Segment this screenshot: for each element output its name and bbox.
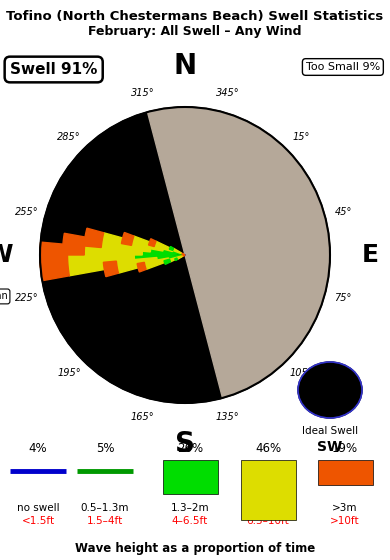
Text: 135°: 135° [216, 412, 239, 422]
Text: 195°: 195° [57, 368, 81, 378]
Text: 105°: 105° [289, 368, 313, 378]
Polygon shape [84, 228, 104, 248]
Polygon shape [40, 242, 68, 268]
Text: 45°: 45° [335, 207, 352, 217]
Text: 1.5–4ft: 1.5–4ft [87, 516, 123, 526]
Text: >10ft: >10ft [330, 516, 360, 526]
Polygon shape [181, 255, 185, 257]
Polygon shape [168, 256, 182, 261]
Text: 15°: 15° [292, 132, 310, 142]
Polygon shape [121, 232, 134, 245]
Text: N: N [174, 52, 197, 80]
Polygon shape [101, 233, 151, 252]
Polygon shape [183, 254, 185, 255]
Text: SW: SW [317, 440, 343, 454]
Polygon shape [103, 261, 119, 277]
Polygon shape [179, 255, 185, 256]
Polygon shape [40, 255, 69, 281]
Text: no swell: no swell [17, 503, 59, 513]
Text: 255°: 255° [15, 207, 39, 217]
Text: 6.5–10ft: 6.5–10ft [246, 516, 289, 526]
Polygon shape [172, 249, 183, 254]
Polygon shape [179, 254, 185, 255]
Polygon shape [137, 262, 146, 272]
Text: 225°: 225° [15, 293, 39, 304]
Text: 4%: 4% [29, 442, 47, 455]
Polygon shape [181, 255, 184, 256]
Text: 75°: 75° [335, 293, 352, 304]
Polygon shape [164, 259, 170, 264]
Polygon shape [144, 258, 169, 269]
Text: 26%: 26% [177, 442, 203, 455]
Text: 165°: 165° [131, 412, 154, 422]
Polygon shape [182, 255, 185, 256]
Polygon shape [173, 248, 181, 254]
Polygon shape [179, 255, 182, 256]
Polygon shape [172, 255, 179, 257]
Text: 0.5–1.3m: 0.5–1.3m [81, 503, 129, 513]
Polygon shape [67, 255, 135, 276]
Polygon shape [174, 253, 180, 255]
Polygon shape [180, 254, 185, 255]
Polygon shape [182, 254, 184, 255]
Polygon shape [150, 246, 177, 254]
Bar [163, 460, 218, 494]
Polygon shape [172, 254, 179, 256]
Polygon shape [181, 253, 185, 255]
Polygon shape [180, 253, 183, 255]
Polygon shape [182, 255, 185, 256]
Polygon shape [67, 245, 135, 265]
Polygon shape [163, 247, 180, 254]
Text: 345°: 345° [216, 88, 239, 99]
Text: 315°: 315° [131, 88, 154, 99]
Text: February: All Swell – Any Wind: February: All Swell – Any Wind [88, 25, 302, 38]
Bar [317, 460, 372, 485]
Polygon shape [134, 255, 172, 264]
Text: 4–6.5ft: 4–6.5ft [172, 516, 208, 526]
Polygon shape [149, 239, 156, 246]
Text: 5%: 5% [96, 442, 114, 455]
Text: Too Small 9%: Too Small 9% [306, 62, 380, 72]
Polygon shape [169, 246, 174, 250]
Polygon shape [154, 241, 173, 251]
Polygon shape [184, 254, 185, 255]
Text: 46%: 46% [255, 442, 281, 455]
Text: 1.3–2m: 1.3–2m [171, 503, 209, 513]
Polygon shape [131, 236, 164, 251]
Polygon shape [116, 258, 158, 273]
Text: Tofino (North Chestermans Beach) Swell Statistics: Tofino (North Chestermans Beach) Swell S… [6, 10, 384, 23]
Text: Swell 91%: Swell 91% [10, 62, 98, 77]
Text: 2–3m: 2–3m [254, 503, 282, 513]
Text: >3m: >3m [332, 503, 358, 513]
Ellipse shape [298, 362, 362, 418]
Polygon shape [84, 237, 143, 255]
Polygon shape [134, 250, 172, 259]
Text: <1.5ft: <1.5ft [21, 516, 55, 526]
Ellipse shape [40, 107, 330, 403]
Text: 285°: 285° [57, 132, 81, 142]
Text: Wave height as a proportion of time: Wave height as a proportion of time [75, 542, 315, 555]
Polygon shape [62, 234, 86, 255]
Text: S: S [175, 431, 195, 459]
Polygon shape [142, 248, 174, 255]
Polygon shape [177, 256, 183, 259]
Text: E: E [362, 243, 379, 267]
Text: mean: mean [0, 291, 7, 301]
Text: 19%: 19% [332, 442, 358, 455]
Polygon shape [181, 254, 185, 255]
Polygon shape [176, 253, 181, 255]
Bar [241, 460, 296, 520]
Polygon shape [157, 255, 179, 263]
Text: Ideal Swell: Ideal Swell [302, 426, 358, 436]
Polygon shape [175, 258, 177, 260]
Text: W: W [0, 243, 13, 267]
Polygon shape [170, 256, 181, 262]
Polygon shape [147, 107, 330, 398]
